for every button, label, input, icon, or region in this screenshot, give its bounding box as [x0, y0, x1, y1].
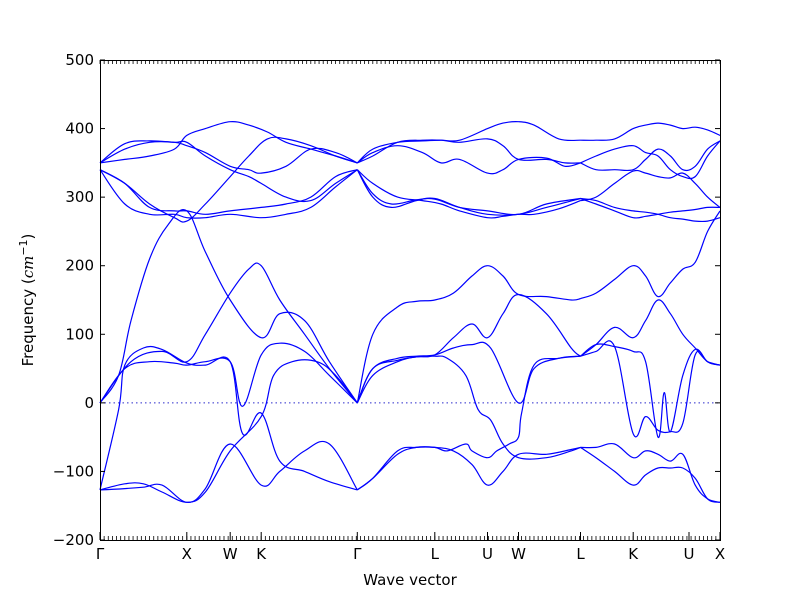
phonon-band-15	[356, 446, 581, 491]
phonon-band-22	[356, 145, 581, 175]
phonon-band-31	[580, 197, 721, 219]
y-tick-label: 500	[65, 51, 94, 69]
x-tick-label: W	[511, 545, 526, 563]
x-axis-label: Wave vector	[363, 571, 457, 589]
y-axis-label-close: )	[19, 234, 37, 240]
phonon-band-36	[580, 169, 721, 208]
phonon-band-4	[99, 342, 358, 407]
y-tick-label: 300	[65, 188, 94, 206]
x-tick-label: Γ	[353, 545, 362, 563]
phonon-band-34	[580, 122, 721, 141]
y-tick-label: −100	[53, 462, 94, 480]
phonon-band-7	[99, 169, 358, 219]
phonon-band-25	[580, 442, 721, 503]
phonon-band-3	[99, 345, 358, 491]
phonon-band-8	[99, 169, 358, 215]
y-axis-label-exponent: −1	[17, 239, 30, 255]
x-tick-label: L	[431, 545, 440, 563]
phonon-band-19	[356, 169, 581, 216]
x-tick-label: Γ	[96, 545, 105, 563]
y-tick-label: 200	[65, 257, 94, 275]
phonon-band-16	[356, 355, 581, 491]
phonon-band-24	[356, 169, 581, 219]
phonon-band-26	[580, 446, 721, 503]
phonon-band-5	[99, 209, 358, 404]
y-tick-label: 400	[65, 120, 94, 138]
phonon-band-12	[99, 136, 358, 223]
y-axis-label-text: Frequency (	[19, 278, 37, 366]
x-tick-label: K	[628, 545, 639, 563]
plot-area	[99, 120, 721, 503]
y-tick-label: 100	[65, 325, 94, 343]
phonon-band-11	[99, 140, 358, 203]
phonon-band-14	[356, 341, 581, 404]
phonon-band-35	[580, 140, 721, 172]
phonon-band-13	[356, 355, 581, 460]
x-tick-label: U	[482, 545, 493, 563]
y-axis-ticks: −200 −100 0 100 200 300 400 500	[53, 51, 720, 549]
phonon-band-1	[99, 359, 358, 503]
y-axis-label: Frequency (cm−1)	[17, 234, 37, 367]
phonon-band-2	[99, 440, 358, 503]
phonon-band-6	[99, 262, 358, 404]
x-tick-label: U	[684, 545, 695, 563]
phonon-band-33	[580, 140, 721, 180]
phonon-band-9	[99, 121, 358, 164]
y-tick-label: 0	[84, 394, 94, 412]
x-tick-label: K	[256, 545, 267, 563]
x-tick-label: X	[182, 545, 192, 563]
phonon-band-18	[356, 293, 581, 404]
phonon-band-29	[580, 210, 721, 300]
phonon-band-23	[357, 138, 581, 164]
phonon-band-21	[356, 120, 581, 164]
x-tick-label: L	[576, 545, 585, 563]
y-tick-label: −200	[53, 531, 94, 549]
phonon-band-28	[580, 343, 721, 438]
phonon-band-17	[356, 265, 581, 404]
phonon-band-20	[356, 169, 581, 216]
y-axis-label-unit: cm	[19, 256, 37, 279]
x-tick-label: W	[223, 545, 238, 563]
phonon-band-10	[99, 141, 358, 174]
plot-frame	[100, 60, 721, 541]
phonon-band-30	[580, 299, 721, 366]
phonon-band-32	[580, 197, 721, 223]
x-tick-label: X	[715, 545, 725, 563]
